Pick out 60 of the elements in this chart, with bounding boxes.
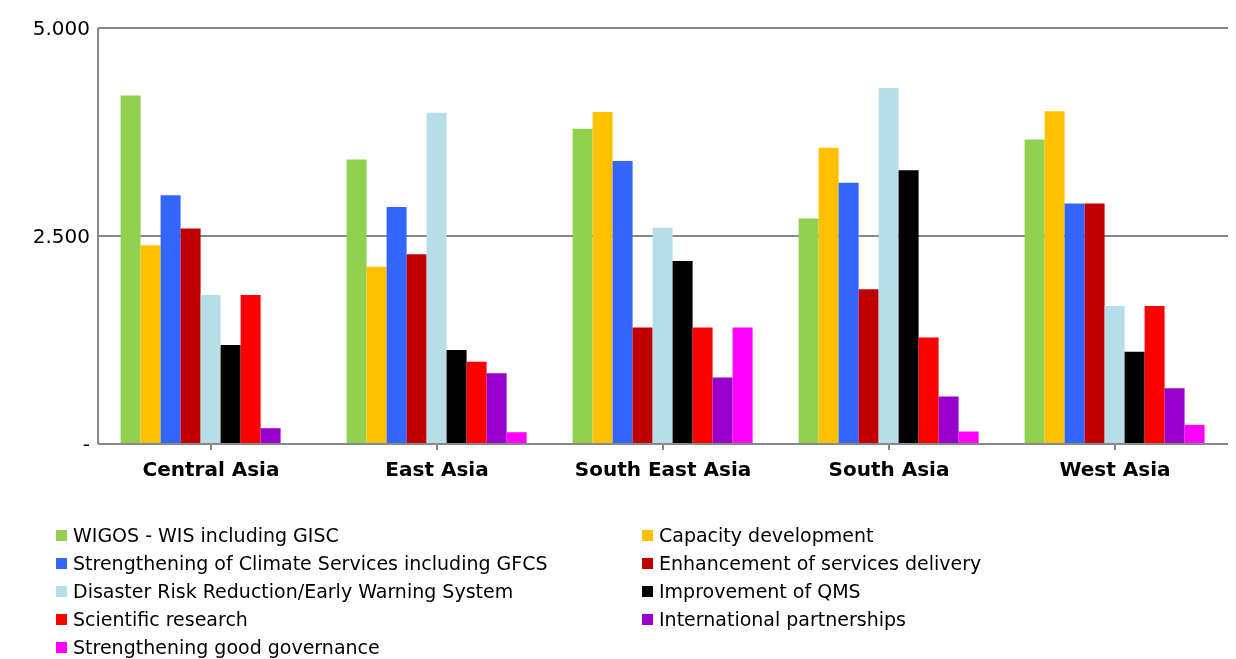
bar — [652, 227, 673, 444]
legend-label: International partnerships — [659, 608, 906, 630]
legend-label: Strengthening good governance — [73, 636, 380, 658]
bar — [260, 428, 281, 444]
bar — [506, 432, 527, 444]
bar — [878, 87, 899, 444]
bar — [160, 195, 181, 444]
bar — [180, 228, 201, 444]
bar — [426, 112, 447, 444]
legend-label: Scientific research — [73, 608, 248, 630]
legend-label: Enhancement of services delivery — [659, 552, 982, 574]
bar — [572, 128, 593, 444]
legend-label: WIGOS - WIS including GISC — [73, 524, 339, 546]
bar — [406, 254, 427, 444]
bar — [712, 377, 733, 444]
y-tick-label: - — [82, 432, 90, 457]
x-tick-label: South East Asia — [574, 457, 752, 482]
bar — [1124, 351, 1145, 444]
bar — [346, 159, 367, 444]
bar — [732, 327, 753, 444]
x-tick-label: East Asia — [385, 457, 489, 482]
bar — [1104, 305, 1125, 444]
bar — [918, 337, 939, 444]
legend-label: Improvement of QMS — [659, 580, 861, 602]
x-tick-label: West Asia — [1059, 457, 1171, 482]
x-tick-label: Central Asia — [142, 457, 280, 482]
bar — [120, 95, 141, 444]
bar — [486, 373, 507, 444]
bar — [1164, 388, 1185, 444]
bar — [632, 327, 653, 444]
bar — [386, 206, 407, 444]
bar — [672, 260, 693, 444]
bar — [838, 182, 859, 444]
bar — [798, 218, 819, 444]
bar — [1084, 203, 1105, 444]
bar — [1044, 111, 1065, 444]
bar — [140, 245, 161, 444]
bar — [1024, 139, 1045, 444]
bar — [220, 344, 241, 444]
bar — [592, 112, 613, 444]
y-tick-label: 5.000 — [32, 16, 90, 41]
bar — [818, 147, 839, 444]
bar — [446, 349, 467, 444]
bar — [1064, 203, 1085, 444]
bar — [466, 361, 487, 444]
x-tick-label: South Asia — [828, 457, 950, 482]
bar — [692, 327, 713, 444]
bar — [612, 161, 633, 444]
bar — [858, 289, 879, 444]
legend-label: Disaster Risk Reduction/Early Warning System — [73, 580, 514, 602]
bar — [1184, 424, 1205, 444]
bar — [1144, 305, 1165, 444]
legend-label: Capacity development — [659, 524, 874, 546]
y-tick-label: 2.500 — [32, 224, 90, 249]
legend-label: Strengthening of Climate Services including GFCS — [73, 552, 548, 574]
bar — [200, 295, 221, 444]
bar — [240, 295, 261, 444]
bar — [366, 266, 387, 444]
bar — [938, 396, 959, 444]
bar — [898, 170, 919, 444]
